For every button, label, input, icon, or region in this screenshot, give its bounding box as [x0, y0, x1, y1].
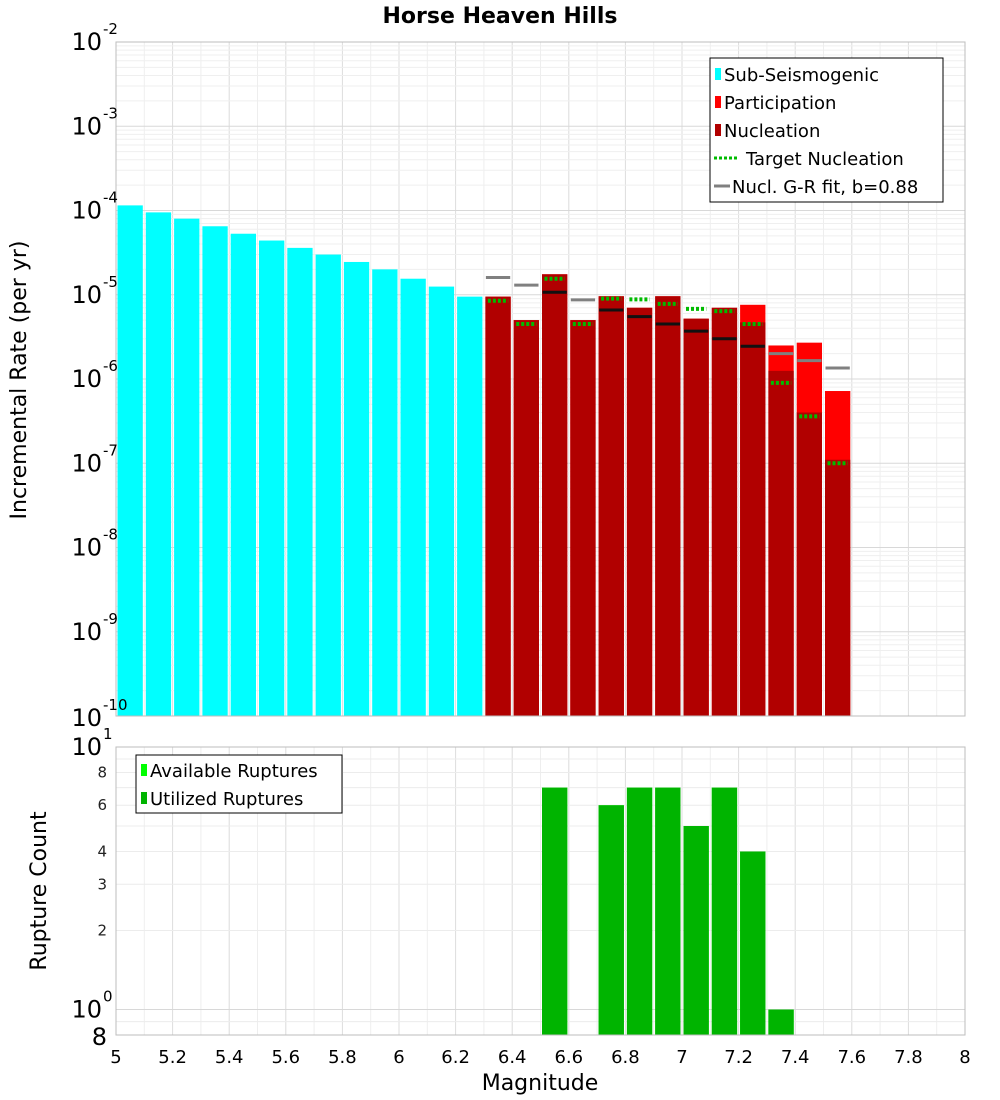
legend-item-label: Participation — [724, 93, 836, 114]
y-tick-label-base: 10 — [71, 112, 102, 140]
utilized-ruptures-bar — [768, 1009, 794, 1035]
y-tick-label-base: 10 — [71, 197, 102, 225]
legend-swatch — [715, 124, 721, 136]
sub-seismogenic-bar — [202, 226, 228, 716]
utilized-ruptures-bar — [740, 851, 766, 1035]
top-panel-frame — [115, 41, 966, 717]
sub-seismogenic-bar — [259, 240, 285, 716]
nucleation-bar — [570, 320, 596, 716]
y-tick-label: 3 — [97, 875, 107, 893]
x-tick-label: 7.4 — [781, 1047, 810, 1068]
sub-seismogenic-bar — [287, 247, 313, 716]
y-tick-label-exponent: -2 — [103, 20, 118, 38]
y-tick-label: 2 — [97, 922, 107, 940]
x-tick-label: 5 — [110, 1047, 121, 1068]
nucleation-bar — [683, 318, 709, 716]
nucleation-bar — [626, 307, 653, 716]
y-tick-label-exponent: -6 — [103, 357, 118, 375]
x-tick-label: 5.8 — [328, 1047, 357, 1068]
y-tick-label-base: 10 — [71, 281, 102, 309]
y-tick-label-base: 10 — [71, 534, 102, 562]
legend-item-label: Utilized Ruptures — [150, 789, 303, 810]
x-tick-label: 5.2 — [158, 1047, 187, 1068]
legend-swatch — [715, 96, 721, 108]
x-tick-label: 6 — [393, 1047, 404, 1068]
x-tick-label: 6.2 — [441, 1047, 470, 1068]
x-tick-label: 7 — [676, 1047, 687, 1068]
y-tick-label: 8 — [92, 1023, 107, 1051]
y-tick-label-exponent: -8 — [103, 526, 118, 544]
y-tick-label-exponent: -9 — [103, 610, 118, 628]
y-axis-label-bottom: Rupture Count — [27, 811, 52, 971]
legend-swatch — [715, 68, 721, 80]
x-axis-label: Magnitude — [482, 1071, 599, 1096]
y-tick-label-exponent: 0 — [103, 988, 113, 1006]
y-tick-label-exponent: -7 — [103, 441, 118, 459]
nucleation-bar — [796, 412, 822, 716]
sub-seismogenic-bar — [428, 286, 455, 716]
sub-seismogenic-bar — [400, 278, 426, 716]
sub-seismogenic-bar — [174, 218, 200, 716]
legend-item-label: Target Nucleation — [745, 149, 904, 170]
x-tick-label: 7.2 — [724, 1047, 753, 1068]
y-tick-label-base: 10 — [71, 733, 102, 761]
y-tick-label: 4 — [97, 842, 107, 860]
y-tick-label-base: 10 — [71, 365, 102, 393]
y-tick-label-exponent: -4 — [103, 189, 118, 207]
nucleation-bar — [513, 320, 539, 716]
y-tick-label-exponent: -5 — [103, 273, 118, 291]
x-tick-label: 5.4 — [215, 1047, 244, 1068]
legend-item-label: Nucleation — [724, 121, 820, 142]
utilized-ruptures-bar — [655, 787, 681, 1035]
legend-box — [709, 57, 944, 203]
x-tick-label: 7.6 — [837, 1047, 866, 1068]
x-tick-label: 8 — [959, 1047, 970, 1068]
y-tick-label-base: 10 — [71, 996, 102, 1024]
legend-item-label: Nucl. G-R fit, b=0.88 — [732, 177, 918, 198]
y-tick-label-exponent: -10 — [103, 696, 128, 714]
utilized-ruptures-bar — [598, 805, 624, 1035]
x-tick-label: 6.4 — [498, 1047, 527, 1068]
nucleation-bar — [825, 459, 851, 716]
legend-item-label: Available Ruptures — [150, 761, 318, 782]
nucleation-bar — [598, 296, 624, 716]
legend-swatch — [141, 764, 147, 776]
sub-seismogenic-bar — [145, 212, 172, 717]
nucleation-bar — [542, 274, 568, 716]
sub-seismogenic-bar — [343, 261, 370, 716]
y-tick-label-base: 10 — [71, 618, 102, 646]
x-tick-label: 7.8 — [894, 1047, 923, 1068]
y-tick-label: 8 — [97, 763, 107, 781]
nucleation-bar — [711, 307, 738, 716]
y-tick-label-exponent: 1 — [103, 725, 113, 743]
legend-item-label: Sub-Seismogenic — [724, 65, 879, 86]
y-tick-label: 6 — [97, 796, 107, 814]
y-tick-label-exponent: -3 — [103, 104, 118, 122]
legend-swatch — [141, 792, 147, 804]
y-tick-label-base: 10 — [71, 449, 102, 477]
chart-title: Horse Heaven Hills — [383, 4, 618, 29]
bottom-panel-frame — [115, 746, 966, 1036]
y-tick-label-base: 10 — [71, 28, 102, 56]
sub-seismogenic-bar — [230, 233, 256, 717]
x-tick-label: 6.6 — [554, 1047, 583, 1068]
x-tick-label: 5.6 — [271, 1047, 300, 1068]
utilized-ruptures-bar — [711, 787, 738, 1035]
utilized-ruptures-bar — [542, 787, 568, 1035]
sub-seismogenic-bar — [457, 296, 483, 716]
utilized-ruptures-bar — [683, 826, 709, 1035]
y-axis-label-top: Incremental Rate (per yr) — [7, 241, 32, 520]
nucleation-bar — [655, 296, 681, 716]
utilized-ruptures-bar — [626, 787, 653, 1035]
y-tick-label-base: 10 — [71, 704, 102, 732]
x-tick-label: 6.8 — [611, 1047, 640, 1068]
nucleation-bar — [740, 322, 766, 716]
sub-seismogenic-bar — [372, 269, 398, 716]
sub-seismogenic-bar — [117, 205, 143, 716]
legend-box — [135, 754, 343, 814]
nucleation-bar — [768, 370, 794, 716]
sub-seismogenic-bar — [315, 254, 341, 716]
nucleation-bar — [485, 296, 511, 716]
